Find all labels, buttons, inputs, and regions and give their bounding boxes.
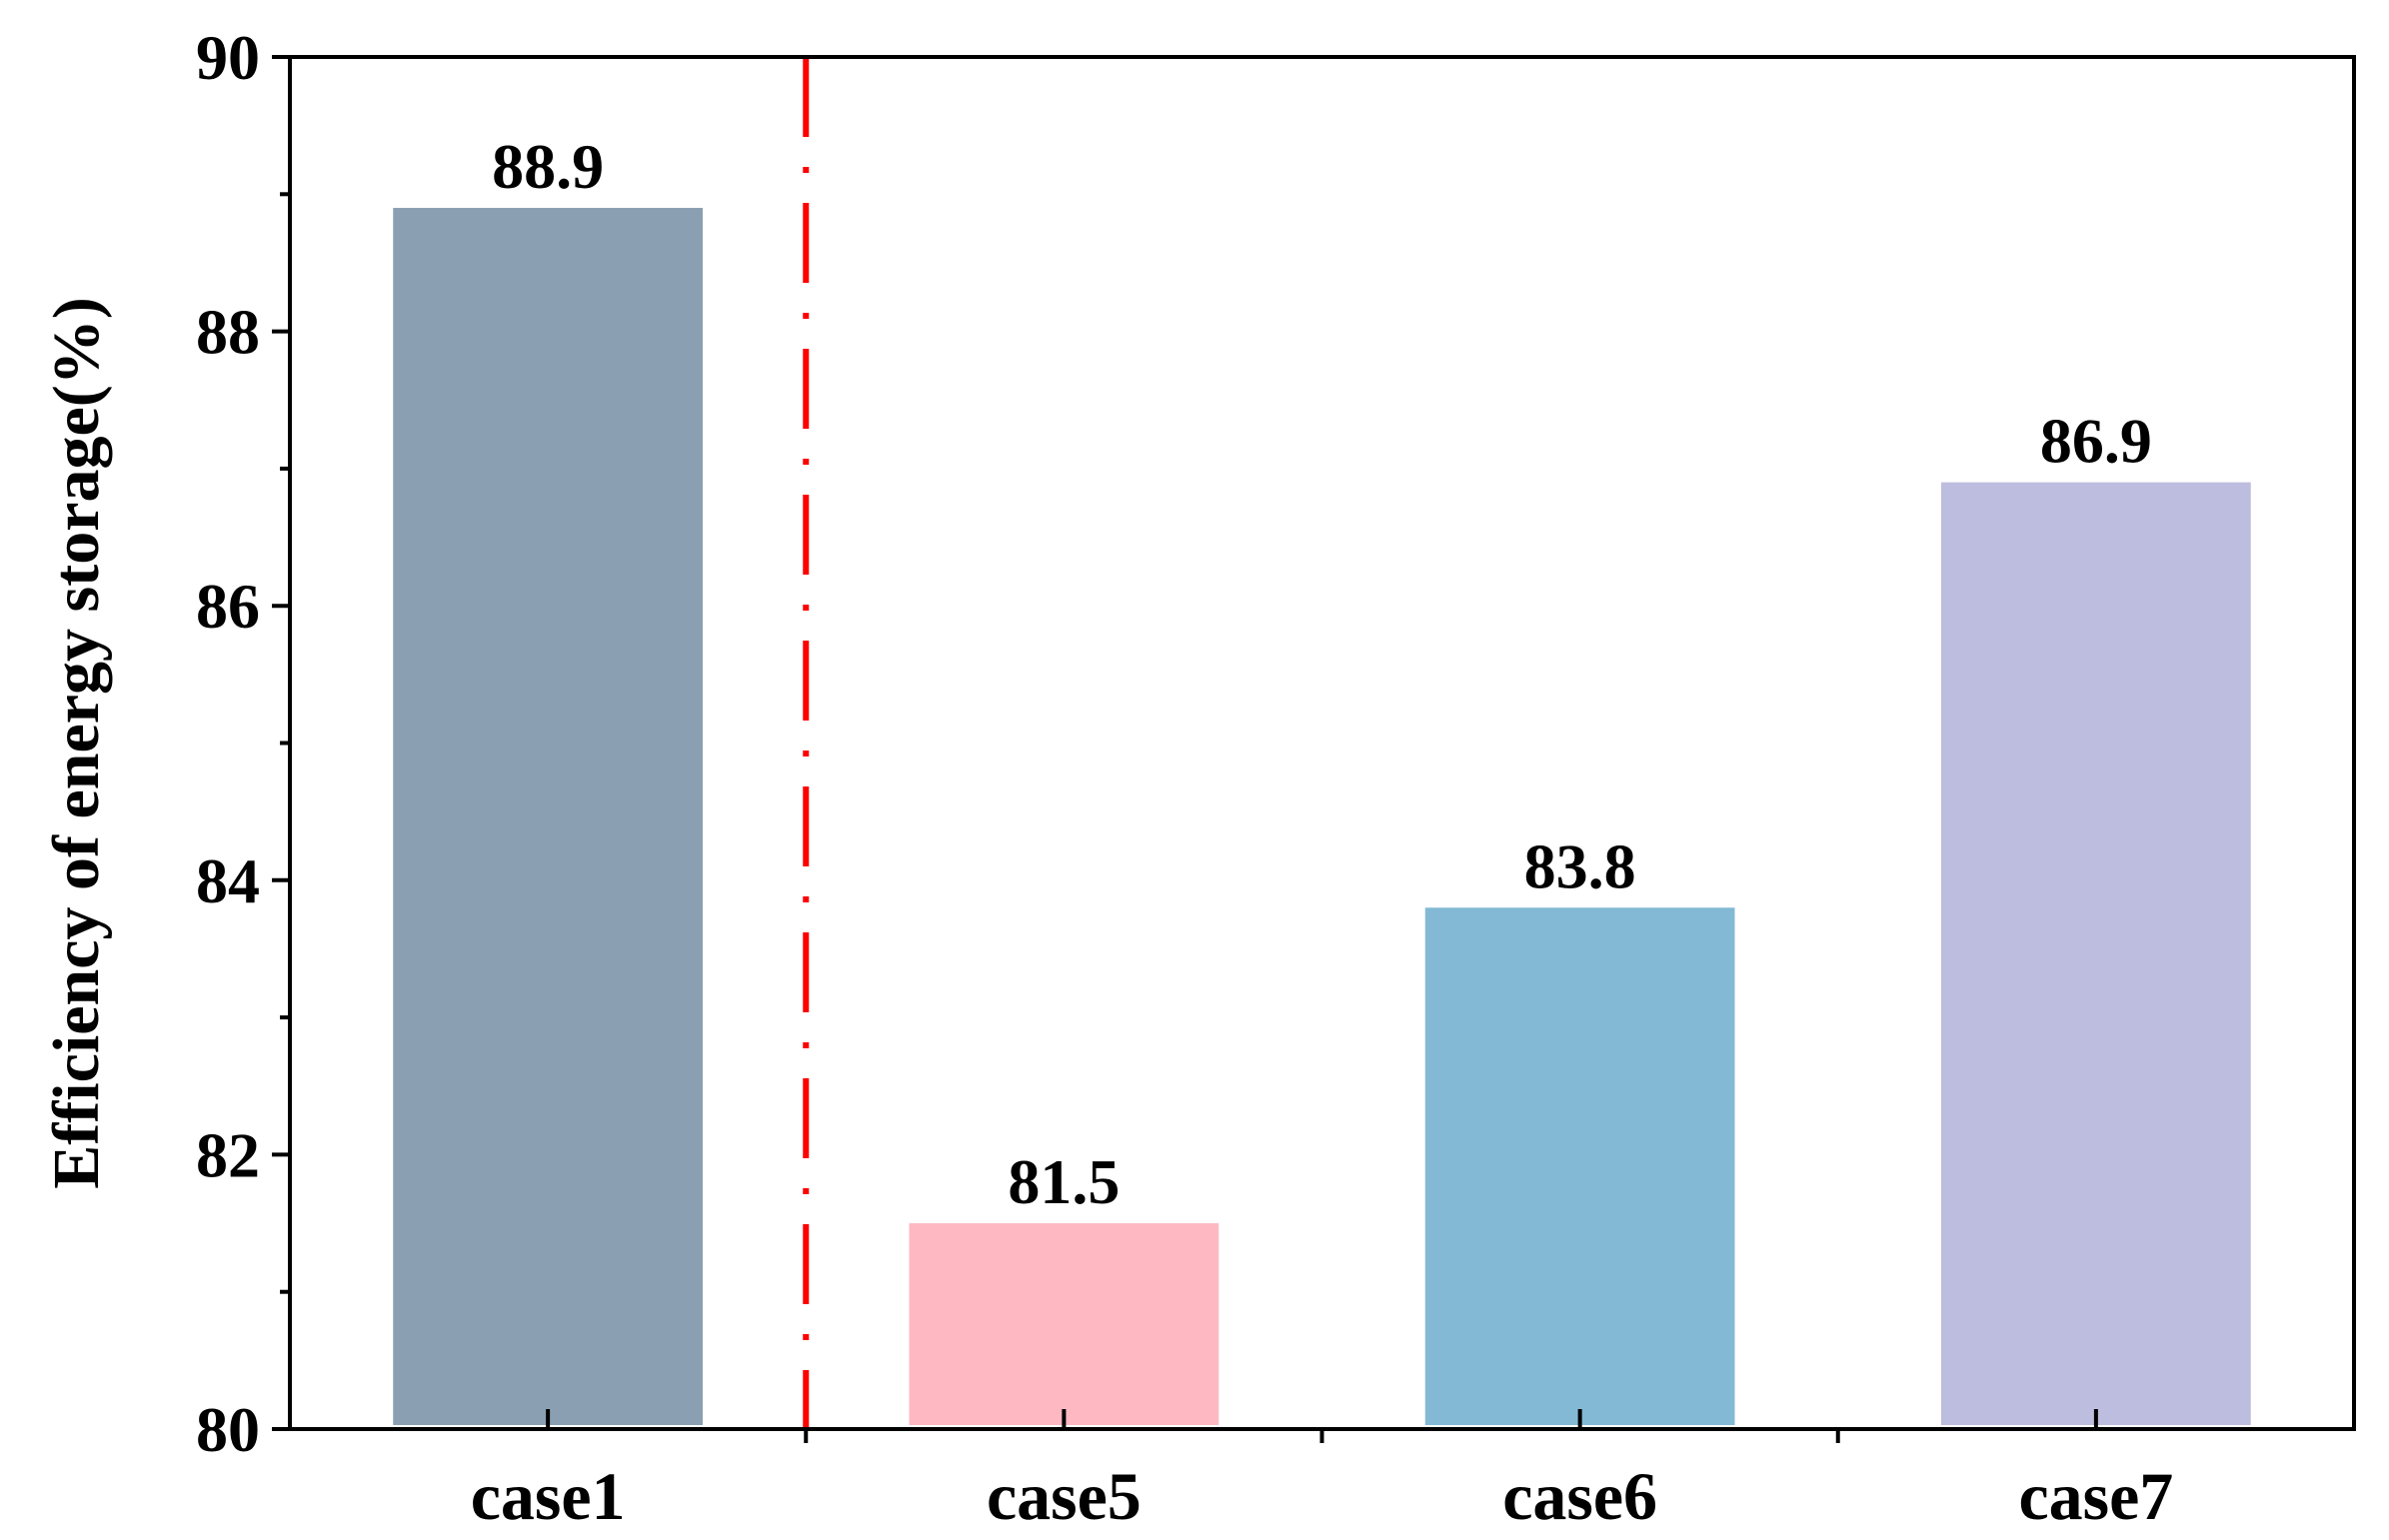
y-tick-label: 90 [196, 22, 260, 93]
bar-case1 [393, 208, 703, 1425]
x-tick-label-case6: case6 [1502, 1458, 1657, 1534]
y-tick-label: 88 [196, 297, 260, 368]
y-tick-label: 80 [196, 1394, 260, 1465]
bar-case7 [1941, 482, 2251, 1425]
y-axis-title: Efficiency of energy storage(%) [40, 297, 113, 1189]
data-label-case5: 81.5 [1008, 1146, 1120, 1217]
data-label-case6: 83.8 [1524, 830, 1636, 901]
data-label-case1: 88.9 [492, 131, 604, 202]
bar-case5 [909, 1223, 1219, 1425]
labels-group: 88.9 case1 81.5 case5 83.8 case6 86.9 case7 80 82… [196, 22, 2173, 1534]
bars-group [393, 208, 2251, 1425]
ticks-group [272, 55, 2098, 1443]
x-tick-label-case7: case7 [2018, 1458, 2173, 1534]
y-tick-label: 84 [196, 845, 260, 916]
x-tick-label-case1: case1 [471, 1458, 626, 1534]
y-tick-label: 82 [196, 1119, 260, 1190]
bar-case6 [1424, 907, 1735, 1425]
y-tick-label: 86 [196, 571, 260, 642]
x-tick-label-case5: case5 [987, 1458, 1142, 1534]
data-label-case7: 86.9 [2040, 406, 2152, 477]
